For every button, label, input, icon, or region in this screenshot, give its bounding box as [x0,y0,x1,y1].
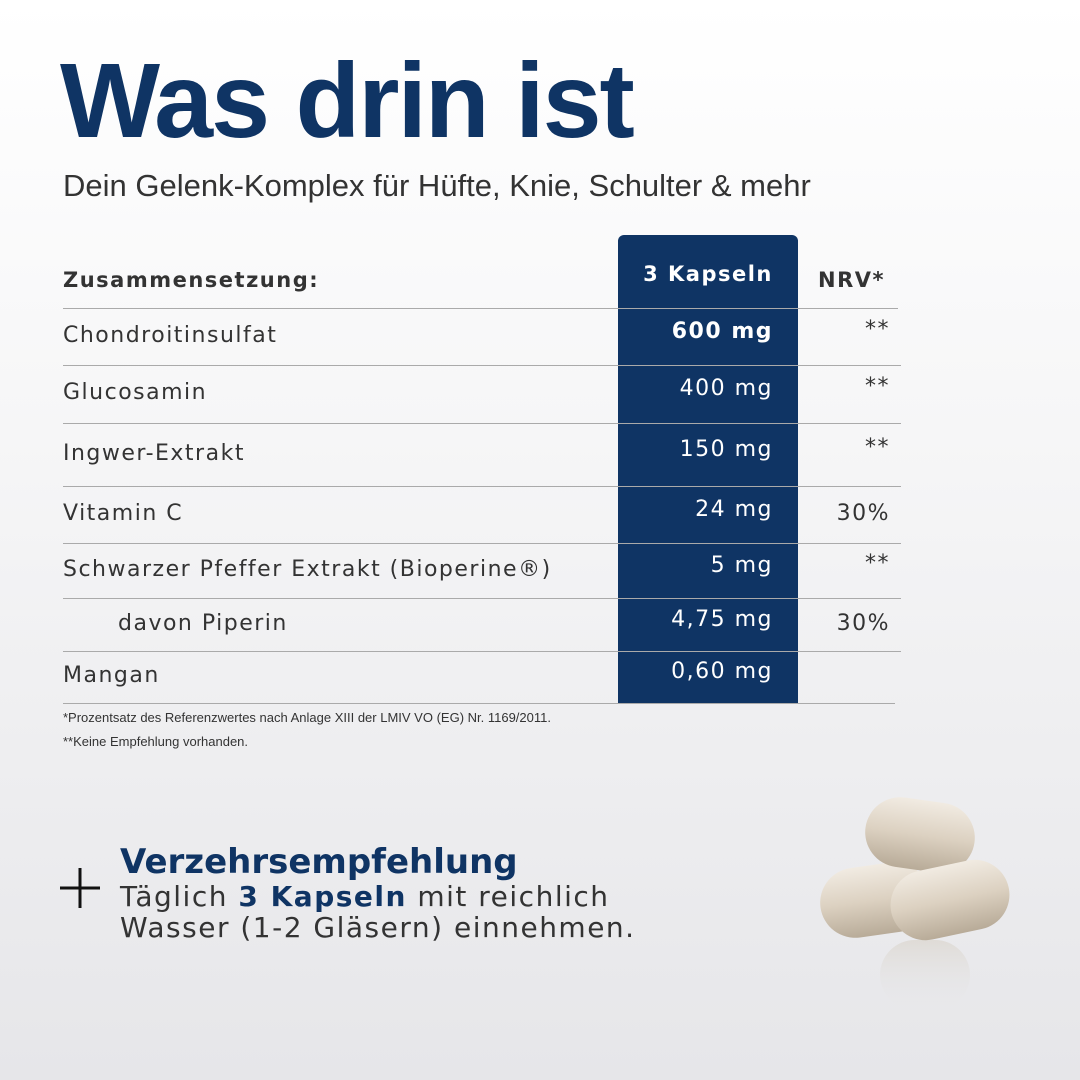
footnote: **Keine Empfehlung vorhanden. [63,734,249,749]
amount: 24 mg [695,496,773,522]
text: Täglich [120,880,228,913]
plus-icon [60,868,100,908]
text: mit reichlich [417,880,610,913]
highlight-column [618,235,798,703]
row-divider [63,703,895,704]
recommendation-text: Wasser (1-2 Gläsern) einnehmen. [120,911,636,944]
amount: 5 mg [710,552,773,578]
nrv: ** [865,550,890,576]
nrv: 30% [836,500,890,526]
ingredient-name: Schwarzer Pfeffer Extrakt (Bioperine®) [63,556,552,582]
ingredient-name: Ingwer-Extrakt [63,440,245,466]
footnote: *Prozentsatz des Referenzwertes nach Anl… [63,710,551,725]
row-divider [63,486,901,487]
amount: 400 mg [679,376,773,401]
row-divider [63,651,901,652]
recommendation-text: Täglich 3 Kapseln mit reichlich [120,880,610,913]
nrv: ** [865,434,890,460]
row-divider [63,308,898,309]
nrv: ** [865,316,890,342]
recommendation-title: Verzehrsempfehlung [120,842,518,882]
capsules-image [820,797,1010,1010]
row-divider [63,543,901,544]
amount: 600 mg [671,318,773,344]
subtitle: Dein Gelenk-Komplex für Hüfte, Knie, Sch… [63,168,811,203]
row-divider [63,365,901,366]
column-header: 3 Kapseln [643,262,773,286]
amount: 0,60 mg [671,659,773,684]
row-divider [63,423,901,424]
amount: 4,75 mg [671,606,773,632]
amount: 150 mg [679,436,773,462]
column-header: Zusammensetzung: [63,268,320,292]
title: Was drin ist [60,42,635,160]
column-header: NRV* [818,268,885,292]
ingredient-name: davon Piperin [118,610,288,636]
row-divider [63,598,901,599]
ingredient-name: Chondroitinsulfat [63,322,278,348]
ingredient-name: Mangan [63,663,160,688]
highlight: 3 Kapseln [238,880,407,913]
ingredient-name: Glucosamin [63,380,208,405]
nrv: ** [865,374,890,399]
ingredient-name: Vitamin C [63,500,184,526]
nrv: 30% [836,610,890,636]
